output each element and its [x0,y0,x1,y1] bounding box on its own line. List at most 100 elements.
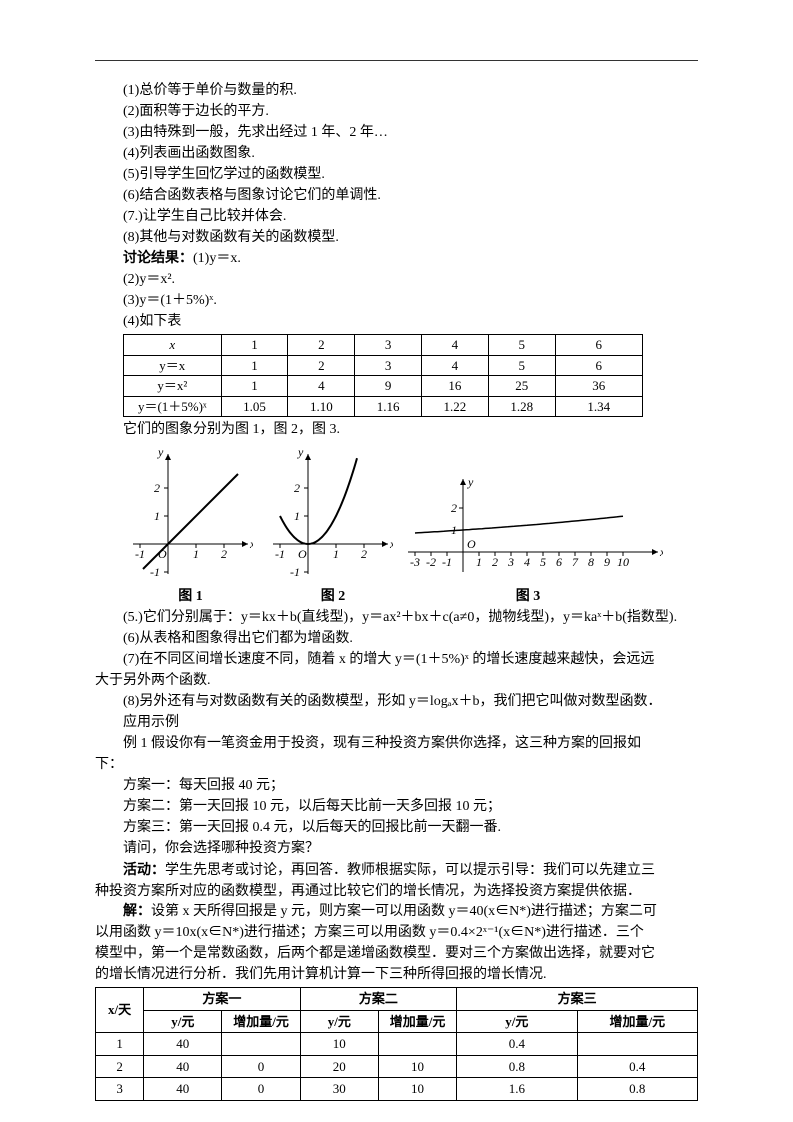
discussion-line: 讨论结果：(1)y＝x. [95,248,698,269]
cap-1: 图 1 [123,586,258,607]
activity-label: 活动： [123,861,165,877]
table1-header-cell: x [124,335,222,356]
svg-text:1: 1 [193,547,199,561]
figures-row: xy-112-112O xy-112-112O xy-3-2-112345678… [123,444,698,584]
table2-sub-header: y/元 [144,1010,222,1033]
table2-cell: 40 [144,1033,222,1056]
table1-cell: 1 [221,355,288,376]
svg-text:O: O [467,537,476,551]
table2-cell [577,1033,697,1056]
line-7: (7.)让学生自己比较并体会. [95,206,698,227]
svg-text:3: 3 [507,555,514,569]
plan1: 方案一：每天回报 40 元； [95,775,698,796]
svg-text:2: 2 [221,547,227,561]
svg-text:1: 1 [294,509,300,523]
svg-text:9: 9 [604,555,610,569]
svg-text:6: 6 [556,555,562,569]
figure-captions: 图 1 图 2 图 3 [123,586,698,607]
p8: (8)另外还有与对数函数有关的函数模型，形如 y＝logₐx＋b，我们把它叫做对… [95,691,698,712]
table1-header-cell: 5 [488,335,555,356]
ex1b: 下： [95,754,698,775]
table2-cell: 3 [96,1078,144,1101]
table1-cell: 5 [488,355,555,376]
table1-cell: y＝x² [124,376,222,397]
table1: x123456y＝x123456y＝x²149162536y＝(1＋5%)ˣ1.… [123,334,643,417]
table2-cell [222,1033,300,1056]
table1-cell: 1.16 [355,396,422,417]
fig-caption-line: 它们的图象分别为图 1，图 2，图 3. [95,419,698,440]
disc-3: (3)y＝(1＋5%)ˣ. [95,290,698,311]
p7b: 大于另外两个函数. [95,670,698,691]
table1-cell: 1.05 [221,396,288,417]
table1-cell: 1 [221,376,288,397]
table1-cell: 1.34 [555,396,642,417]
table2-sub-header: y/元 [457,1010,577,1033]
table1-cell: 2 [288,355,355,376]
table1-header-cell: 3 [355,335,422,356]
table1-cell: 4 [422,355,489,376]
p6: (6)从表格和图象得出它们都为增函数. [95,628,698,649]
table1-header-cell: 6 [555,335,642,356]
table1-cell: 4 [288,376,355,397]
table1-header-cell: 2 [288,335,355,356]
table2-cell: 0 [222,1055,300,1078]
table1-cell: 9 [355,376,422,397]
svg-text:-1: -1 [442,555,452,569]
table2: x/天方案一方案二方案三y/元增加量/元y/元增加量/元y/元增加量/元1401… [95,987,698,1101]
svg-text:y: y [297,445,304,459]
table2-cell: 0.4 [457,1033,577,1056]
line-3: (3)由特殊到一般，先求出经过 1 年、2 年… [95,122,698,143]
table1-cell: 3 [355,355,422,376]
table2-cell: 10 [300,1033,378,1056]
table2-cell: 40 [144,1055,222,1078]
table1-cell: 6 [555,355,642,376]
svg-text:2: 2 [294,481,300,495]
solution-label: 解： [123,904,151,919]
svg-text:1: 1 [333,547,339,561]
svg-text:7: 7 [572,555,579,569]
p7a: (7)在不同区间增长速度不同，随着 x 的增大 y＝(1＋5%)ˣ 的增长速度越… [95,649,698,670]
table2-cell: 1.6 [457,1078,577,1101]
disc-2: (2)y＝x². [95,269,698,290]
table1-cell: y＝(1＋5%)ˣ [124,396,222,417]
discussion-label: 讨论结果： [123,251,193,266]
table2-sub-header: y/元 [300,1010,378,1033]
table2-cell: 1 [96,1033,144,1056]
svg-text:2: 2 [492,555,498,569]
table1-cell: 25 [488,376,555,397]
svg-text:O: O [298,547,307,561]
ex1a: 例 1 假设你有一笔资金用于投资，现有三种投资方案供你选择，这三种方案的回报如 [95,733,698,754]
table2-cell: 20 [300,1055,378,1078]
table2-sub-header: 增加量/元 [222,1010,300,1033]
table2-cell: 40 [144,1078,222,1101]
svg-text:x: x [389,537,393,551]
line-8: (8)其他与对数函数有关的函数模型. [95,227,698,248]
svg-text:-1: -1 [290,565,300,579]
line-6: (6)结合函数表格与图象讨论它们的单调性. [95,185,698,206]
svg-text:1: 1 [154,509,160,523]
table1-header-cell: 4 [422,335,489,356]
svg-text:2: 2 [154,481,160,495]
table2-group-header: 方案二 [300,988,457,1011]
question: 请问，你会选择哪种投资方案？ [95,838,698,859]
table2-cell [378,1033,456,1056]
table1-cell: 1.22 [422,396,489,417]
sol-c: 模型中，第一个是常数函数，后两个都是递增函数模型．要对三个方案做出选择，就要对它 [95,943,698,964]
disc-4: (4)如下表 [95,311,698,332]
activity-line-1: 活动：学生先思考或讨论，再回答．教师根据实际，可以提示引导：我们可以先建立三 [95,859,698,880]
table2-cell: 10 [378,1078,456,1101]
activity-line-2: 种投资方案所对应的函数模型，再通过比较它们的增长情况，为选择投资方案提供依据． [95,880,698,901]
table2-group-header: 方案三 [457,988,698,1011]
table2-cell: 0.4 [577,1055,697,1078]
p5-text: (5.)它们分别属于：y＝kx＋b(直线型)，y＝ax²＋bx＋c(a≠0，抛物… [123,610,677,625]
table1-cell: 16 [422,376,489,397]
solution-line-1: 解：设第 x 天所得回报是 y 元，则方案一可以用函数 y＝40(x∈N*)进行… [95,901,698,922]
cap-2: 图 2 [258,586,408,607]
page: (1)总价等于单价与数量的积. (2)面积等于边长的平方. (3)由特殊到一般，… [0,0,793,1122]
svg-text:-2: -2 [426,555,436,569]
sol-a: 设第 x 天所得回报是 y 元，则方案一可以用函数 y＝40(x∈N*)进行描述… [151,904,657,919]
figure-3: xy-3-2-11234567891012O [403,474,663,584]
table1-cell: 1.28 [488,396,555,417]
table1-cell: y＝x [124,355,222,376]
table1-header-cell: 1 [221,335,288,356]
